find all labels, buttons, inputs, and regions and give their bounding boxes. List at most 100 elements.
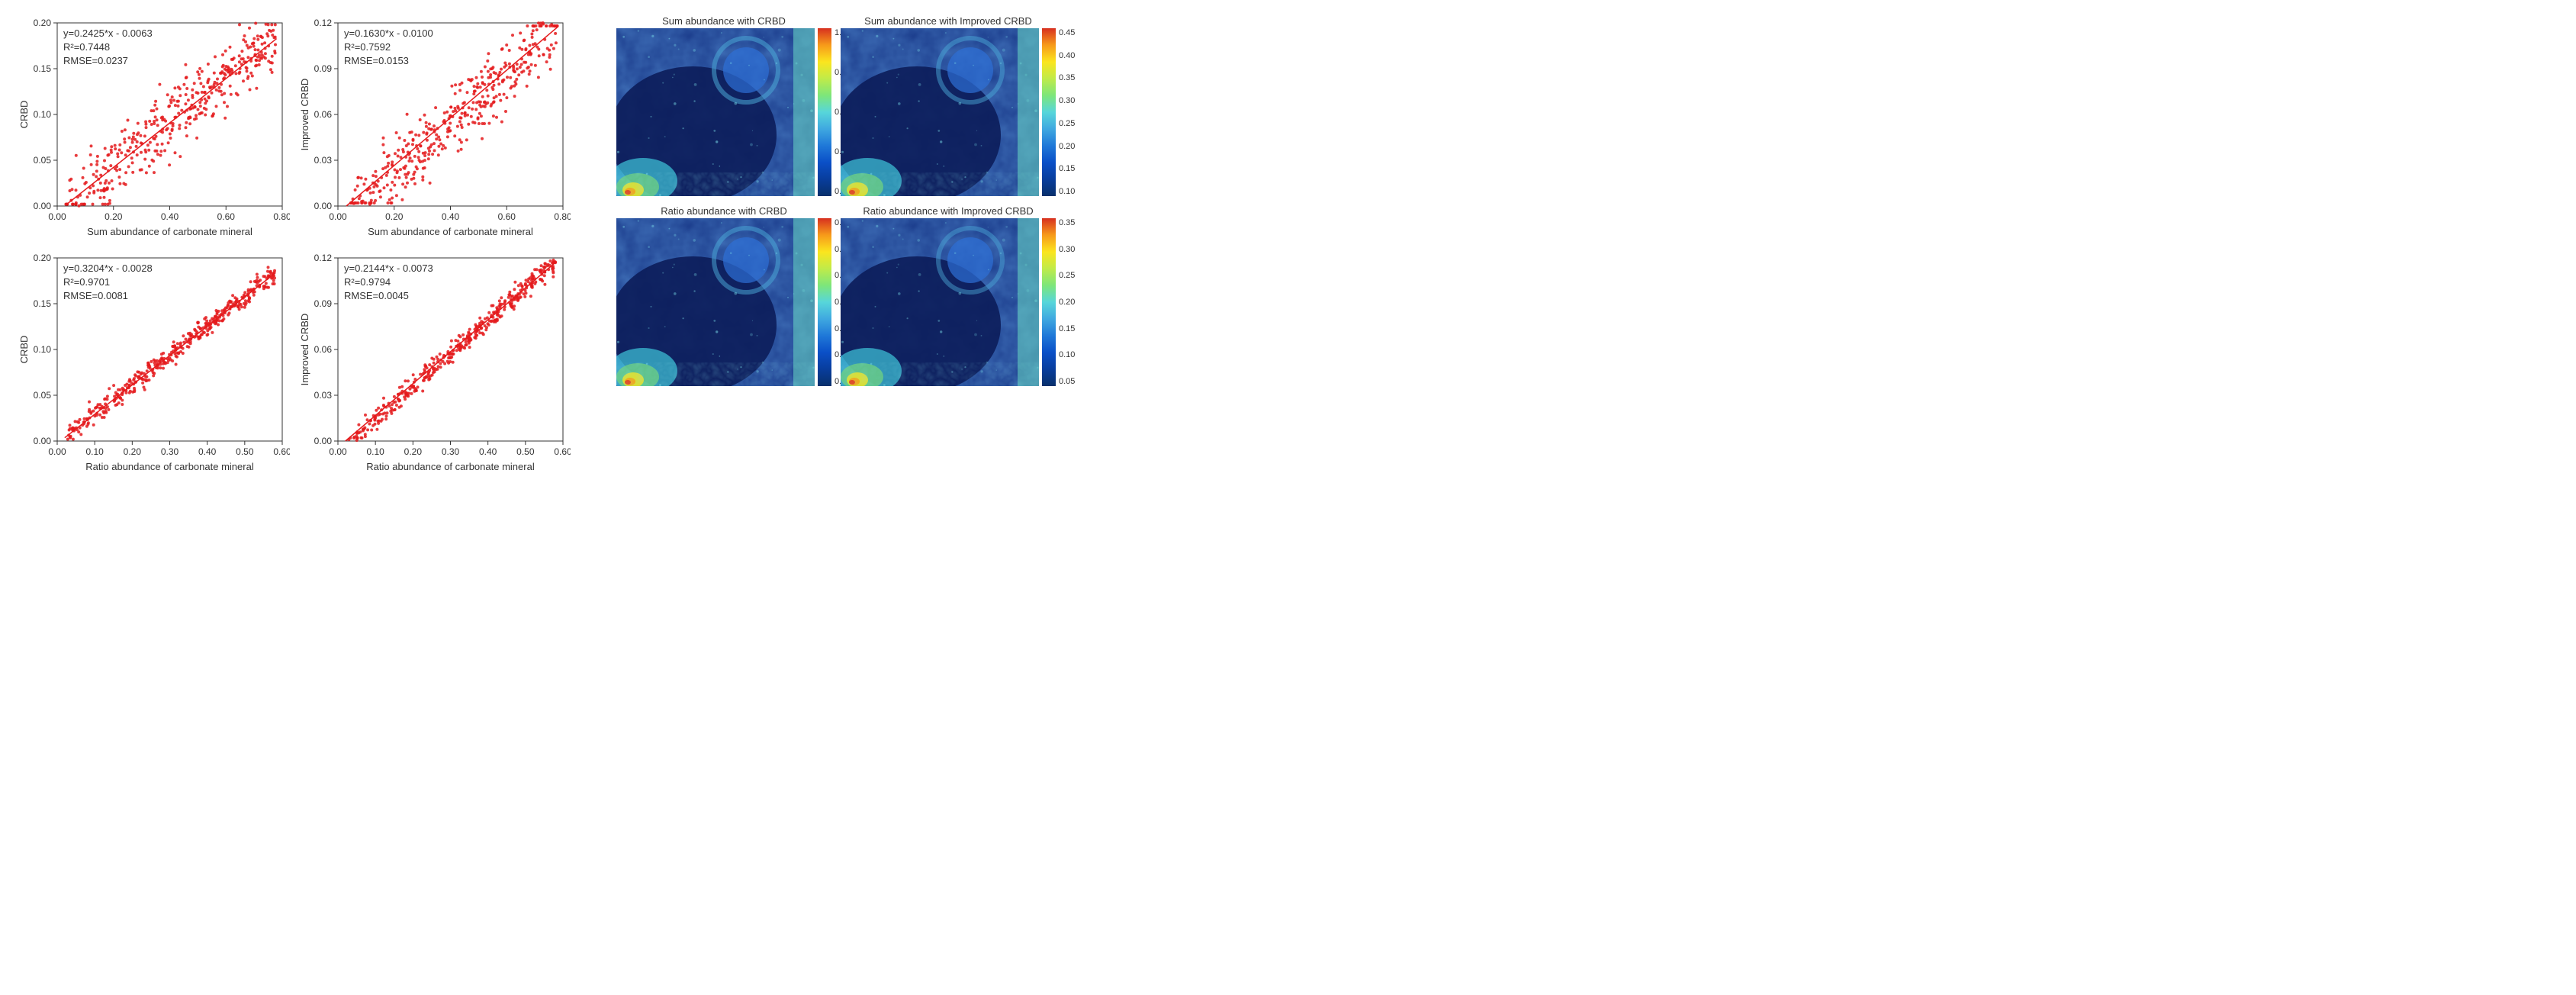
svg-text:CRBD: CRBD [18,336,30,364]
svg-text:0.00: 0.00 [34,436,52,446]
colorbar-tick: 0.30 [1059,245,1075,254]
colorbar: 1.000.800.600.400.20 [818,28,831,196]
svg-text:0.60: 0.60 [554,446,571,457]
scatter-panel-2: 0.00 0.20 0.40 0.60 0.80 0.00 0.03 0.06 0.09 0.12… [296,15,571,244]
svg-text:0.60: 0.60 [273,446,290,457]
heatmap-image [616,28,815,196]
svg-text:0.06: 0.06 [314,344,333,355]
heatmap-image [841,28,1039,196]
svg-text:0.06: 0.06 [314,109,333,120]
svg-text:0.20: 0.20 [105,211,123,222]
colorbar-tick: 0.10 [1059,350,1075,359]
svg-text:0.40: 0.40 [198,446,217,457]
svg-text:0.09: 0.09 [314,298,333,309]
colorbar-tick: 0.10 [1059,187,1075,196]
svg-text:Improved CRBD: Improved CRBD [299,79,310,151]
svg-text:0.50: 0.50 [516,446,535,457]
colorbar: 0.450.400.350.300.250.200.150.10 [1042,28,1056,196]
svg-text:0.10: 0.10 [34,344,52,355]
svg-text:y=0.2144*x - 0.0073: y=0.2144*x - 0.0073 [344,262,433,274]
colorbar-tick: 0.20 [1059,142,1075,151]
svg-text:Ratio abundance of carbonate m: Ratio abundance of carbonate mineral [366,461,535,472]
svg-text:0.00: 0.00 [314,436,333,446]
colorbar: 0.350.300.250.200.150.100.05 [1042,218,1056,386]
svg-text:RMSE=0.0045: RMSE=0.0045 [344,290,409,301]
svg-text:0.10: 0.10 [34,109,52,120]
svg-text:0.30: 0.30 [161,446,179,457]
colorbar-tick: 0.30 [1059,96,1075,105]
heatmap-grid: Sum abundance with CRBD 1.000.800.600.40… [616,15,1056,386]
svg-text:RMSE=0.0081: RMSE=0.0081 [63,290,128,301]
colorbar: 0.700.600.500.400.300.200.10 [818,218,831,386]
scatter-panel-3: 0.00 0.10 0.20 0.30 0.40 0.50 0.60 0.00 0.05 0.10… [15,250,290,479]
scatter-plot-grid: 0.00 0.20 0.40 0.60 0.80 0.00 0.05 0.10 0.15 0.20… [15,15,571,479]
svg-text:0.03: 0.03 [314,390,333,401]
svg-text:Sum abundance of carbonate min: Sum abundance of carbonate mineral [368,226,533,237]
svg-text:0.20: 0.20 [34,253,52,263]
svg-text:0.20: 0.20 [385,211,404,222]
heatmap-panel: Ratio abundance with CRBD 0.700.600.500.… [616,205,831,386]
svg-text:0.40: 0.40 [442,211,460,222]
svg-text:0.00: 0.00 [48,211,66,222]
svg-text:0.80: 0.80 [554,211,571,222]
svg-text:0.09: 0.09 [314,63,333,74]
svg-text:Improved CRBD: Improved CRBD [299,314,310,386]
svg-text:0.03: 0.03 [314,155,333,166]
svg-text:Ratio abundance of carbonate m: Ratio abundance of carbonate mineral [85,461,254,472]
svg-text:0.10: 0.10 [366,446,384,457]
heatmap-title: Sum abundance with Improved CRBD [864,15,1032,27]
svg-text:RMSE=0.0237: RMSE=0.0237 [63,55,128,66]
svg-text:R²=0.7448: R²=0.7448 [63,41,110,53]
colorbar-tick: 0.35 [1059,218,1075,227]
svg-text:CRBD: CRBD [18,101,30,129]
heatmap-image [616,218,815,386]
svg-text:y=0.2425*x - 0.0063: y=0.2425*x - 0.0063 [63,27,153,39]
svg-text:0.12: 0.12 [314,18,333,28]
colorbar-tick: 0.25 [1059,271,1075,280]
colorbar-tick: 0.15 [1059,324,1075,333]
svg-text:0.30: 0.30 [442,446,460,457]
heatmap-panel: Ratio abundance with Improved CRBD 0.350… [841,205,1056,386]
scatter-panel-4: 0.00 0.10 0.20 0.30 0.40 0.50 0.60 0.00 0.03 0.06… [296,250,571,479]
colorbar-tick: 0.05 [1059,377,1075,386]
heatmap-panel: Sum abundance with Improved CRBD 0.450.4… [841,15,1056,196]
svg-text:0.00: 0.00 [329,211,347,222]
svg-text:0.20: 0.20 [404,446,423,457]
svg-text:0.20: 0.20 [124,446,142,457]
svg-text:0.60: 0.60 [498,211,516,222]
svg-text:0.40: 0.40 [479,446,497,457]
svg-text:0.00: 0.00 [329,446,347,457]
colorbar-labels: 0.35 0.30 0.25 0.20 0.15 0.10 0.05 [1059,218,1075,386]
colorbar-tick: 0.20 [1059,298,1075,307]
svg-text:0.15: 0.15 [34,63,52,74]
svg-text:R²=0.9701: R²=0.9701 [63,276,110,288]
heatmap-image [841,218,1039,386]
svg-text:y=0.1630*x - 0.0100: y=0.1630*x - 0.0100 [344,27,433,39]
colorbar-tick: 0.35 [1059,73,1075,82]
svg-text:0.00: 0.00 [314,201,333,211]
colorbar-tick: 0.45 [1059,28,1075,37]
svg-text:0.10: 0.10 [85,446,104,457]
colorbar-tick: 0.40 [1059,51,1075,60]
svg-text:0.60: 0.60 [217,211,236,222]
svg-text:0.50: 0.50 [236,446,254,457]
heatmap-title: Ratio abundance with Improved CRBD [863,205,1033,217]
colorbar-labels: 0.45 0.40 0.35 0.30 0.25 0.20 0.15 0.10 [1059,28,1075,196]
svg-text:0.05: 0.05 [34,155,52,166]
figure-container: 0.00 0.20 0.40 0.60 0.80 0.00 0.05 0.10 0.15 0.20… [15,15,2561,479]
svg-text:0.00: 0.00 [48,446,66,457]
heatmap-title: Ratio abundance with CRBD [661,205,786,217]
svg-text:RMSE=0.0153: RMSE=0.0153 [344,55,409,66]
svg-text:0.15: 0.15 [34,298,52,309]
svg-text:0.80: 0.80 [273,211,290,222]
heatmap-title: Sum abundance with CRBD [662,15,786,27]
colorbar-tick: 0.15 [1059,164,1075,173]
scatter-panel-1: 0.000.200.400.600.800.000.050.100.150.20… [15,15,290,244]
heatmap-panel: Sum abundance with CRBD 1.000.800.600.40… [616,15,831,196]
svg-text:0.05: 0.05 [34,390,52,401]
svg-text:0.00: 0.00 [34,201,52,211]
svg-text:Sum abundance of carbonate min: Sum abundance of carbonate mineral [87,226,252,237]
svg-text:R²=0.7592: R²=0.7592 [344,41,391,53]
colorbar-tick: 0.25 [1059,119,1075,128]
svg-text:0.40: 0.40 [161,211,179,222]
